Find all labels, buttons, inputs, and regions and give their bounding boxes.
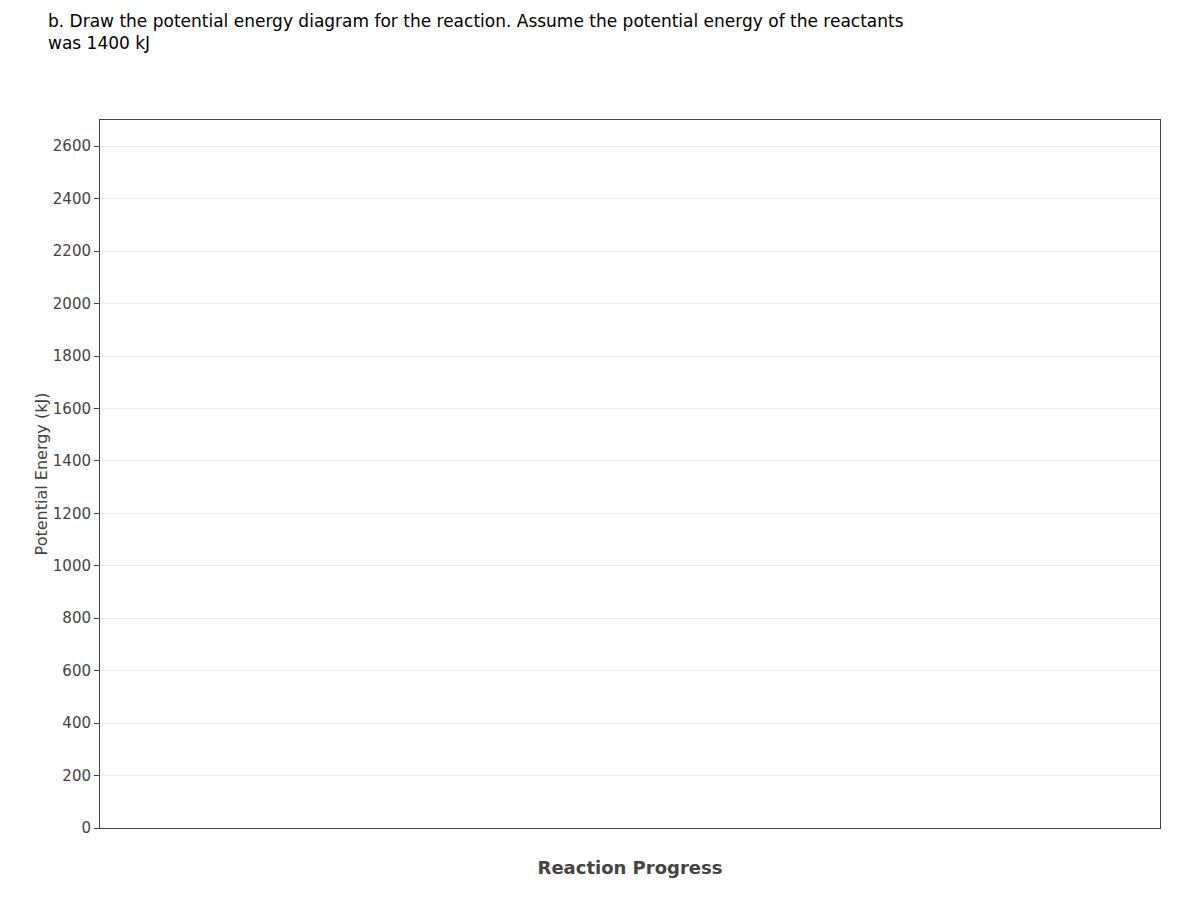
svg-text:2000: 2000 — [53, 295, 91, 313]
svg-text:1200: 1200 — [53, 505, 91, 523]
svg-text:1000: 1000 — [53, 557, 91, 575]
svg-text:2400: 2400 — [53, 190, 91, 208]
svg-text:200: 200 — [62, 767, 91, 785]
svg-text:Reaction Progress: Reaction Progress — [538, 857, 723, 878]
svg-text:400: 400 — [62, 714, 91, 732]
svg-text:1400: 1400 — [53, 452, 91, 470]
svg-text:800: 800 — [62, 609, 91, 627]
svg-text:2600: 2600 — [53, 137, 91, 155]
svg-text:0: 0 — [81, 819, 91, 837]
svg-text:1800: 1800 — [53, 347, 91, 365]
svg-text:2200: 2200 — [53, 242, 91, 260]
svg-text:b. Draw the potential energy d: b. Draw the potential energy diagram for… — [48, 11, 904, 53]
svg-text:1600: 1600 — [53, 400, 91, 418]
svg-text:600: 600 — [62, 662, 91, 680]
svg-text:Potential Energy (kJ): Potential Energy (kJ) — [32, 393, 51, 556]
